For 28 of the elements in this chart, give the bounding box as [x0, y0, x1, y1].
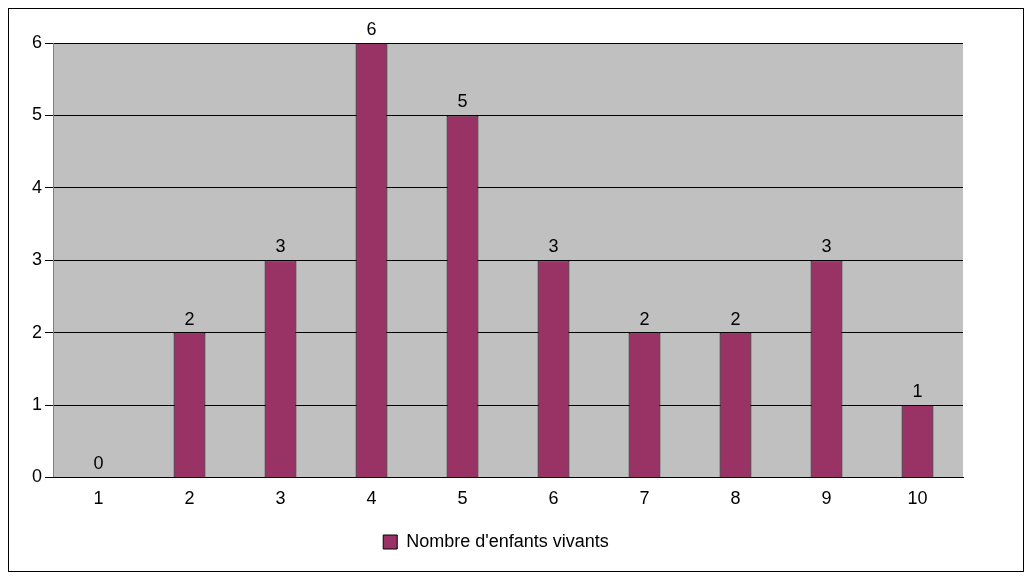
- data-label: 3: [548, 236, 559, 257]
- y-tick-label: 1: [32, 393, 43, 414]
- y-tick-label: 2: [32, 321, 43, 342]
- data-label: 6: [366, 18, 377, 39]
- x-tick-label: 7: [639, 488, 650, 509]
- data-label: 5: [457, 91, 468, 112]
- y-tick-label: 6: [32, 31, 43, 52]
- data-label: 2: [184, 308, 195, 329]
- y-tick-label: 5: [32, 104, 43, 125]
- y-tick-label: 0: [32, 466, 43, 487]
- x-tick-label: 8: [730, 488, 741, 509]
- x-tick-label: 9: [821, 488, 832, 509]
- data-label: 1: [912, 380, 923, 401]
- data-label: 3: [275, 236, 286, 257]
- x-tick-label: 3: [275, 488, 286, 509]
- data-label: 2: [730, 308, 741, 329]
- x-tick-label: 10: [907, 488, 928, 509]
- x-tick-label: 1: [93, 488, 104, 509]
- data-label: 0: [93, 453, 104, 474]
- legend-label: Nombre d'enfants vivants: [406, 530, 609, 551]
- y-tick-label: 3: [32, 249, 43, 270]
- data-label: 3: [821, 236, 832, 257]
- x-tick-label: 2: [184, 488, 195, 509]
- x-tick-label: 5: [457, 488, 468, 509]
- x-tick-label: 6: [548, 488, 559, 509]
- y-tick-label: 4: [32, 176, 43, 197]
- data-label: 2: [639, 308, 650, 329]
- x-tick-label: 4: [366, 488, 377, 509]
